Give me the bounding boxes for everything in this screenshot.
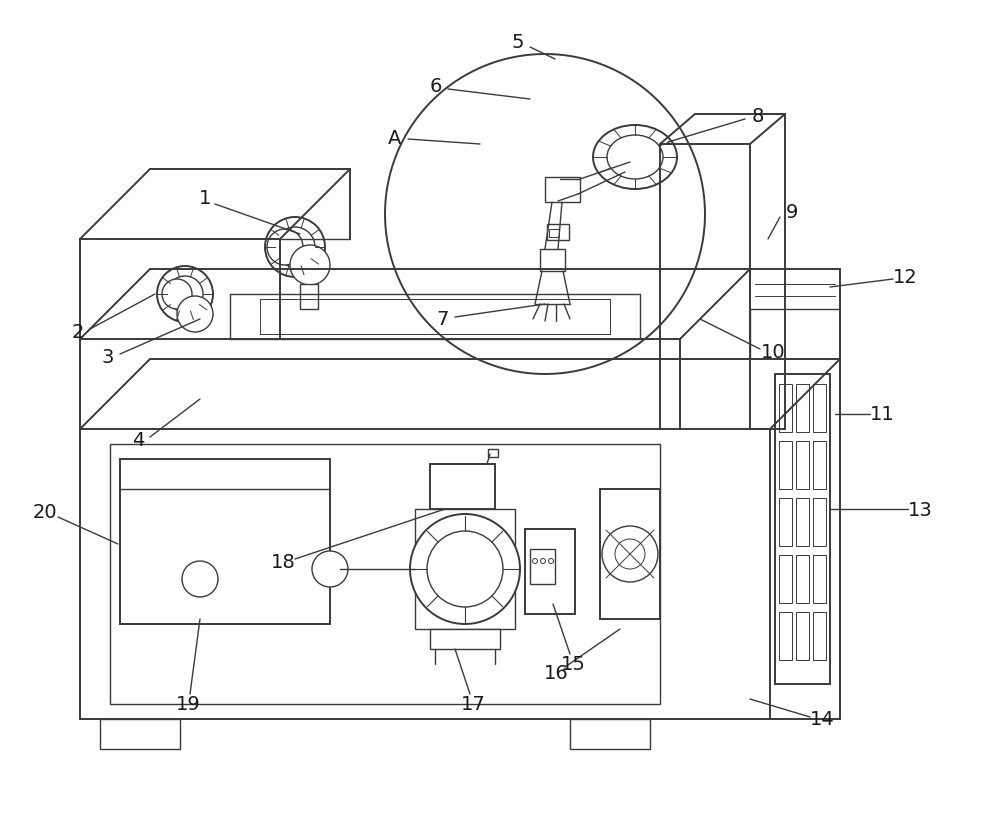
Bar [120, 459, 330, 624]
Bar [530, 550, 555, 584]
Bar [779, 385, 792, 432]
Bar [775, 374, 830, 684]
Bar [796, 441, 809, 490]
Bar [796, 385, 809, 432]
Circle shape [602, 527, 658, 582]
Circle shape [410, 514, 520, 624]
Text: 11: 11 [870, 405, 894, 424]
Bar [813, 441, 826, 490]
Bar [796, 613, 809, 660]
Circle shape [532, 559, 538, 563]
Bar [779, 499, 792, 546]
Circle shape [290, 246, 330, 286]
Bar [415, 509, 515, 629]
Bar [430, 464, 495, 509]
Bar [525, 529, 575, 614]
Text: 20: 20 [33, 503, 57, 522]
Bar [549, 229, 559, 238]
Bar [813, 499, 826, 546]
Bar [488, 450, 498, 458]
Bar [430, 629, 500, 649]
Bar [779, 613, 792, 660]
Text: 7: 7 [437, 310, 449, 329]
Text: 4: 4 [132, 431, 144, 450]
Ellipse shape [157, 267, 213, 323]
Circle shape [427, 532, 503, 607]
Circle shape [182, 561, 218, 597]
Bar [300, 285, 318, 310]
Circle shape [177, 296, 213, 333]
Bar [813, 385, 826, 432]
Bar [570, 719, 650, 749]
Text: 14: 14 [810, 709, 834, 729]
Circle shape [615, 540, 645, 569]
Bar [545, 178, 580, 203]
Text: 15: 15 [561, 654, 585, 674]
Text: 2: 2 [72, 324, 84, 342]
Ellipse shape [593, 126, 677, 190]
Bar [100, 719, 180, 749]
Ellipse shape [275, 228, 315, 268]
Circle shape [548, 559, 554, 563]
Ellipse shape [267, 229, 303, 265]
Bar [796, 499, 809, 546]
Ellipse shape [162, 279, 192, 310]
Text: A: A [388, 129, 402, 147]
Text: 12: 12 [893, 268, 917, 287]
Ellipse shape [265, 218, 325, 278]
Text: 8: 8 [752, 107, 764, 126]
Bar [813, 555, 826, 604]
Ellipse shape [167, 277, 203, 313]
Circle shape [312, 551, 348, 587]
Ellipse shape [607, 136, 663, 180]
Bar [110, 445, 660, 704]
Bar [779, 441, 792, 490]
Text: 1: 1 [199, 188, 211, 207]
Bar [547, 224, 569, 241]
Text: 18: 18 [271, 553, 295, 572]
Text: 10: 10 [761, 343, 785, 362]
Text: 13: 13 [908, 500, 932, 519]
Text: 6: 6 [430, 78, 442, 97]
Bar [600, 490, 660, 619]
Text: 3: 3 [102, 348, 114, 367]
Text: 17: 17 [461, 695, 485, 713]
Bar [796, 555, 809, 604]
Bar [779, 555, 792, 604]
Text: 19: 19 [176, 695, 200, 713]
Text: 9: 9 [786, 203, 798, 222]
Bar [813, 613, 826, 660]
Text: 5: 5 [512, 34, 524, 52]
Bar [540, 250, 565, 272]
Text: 16: 16 [544, 663, 568, 683]
Circle shape [540, 559, 546, 563]
